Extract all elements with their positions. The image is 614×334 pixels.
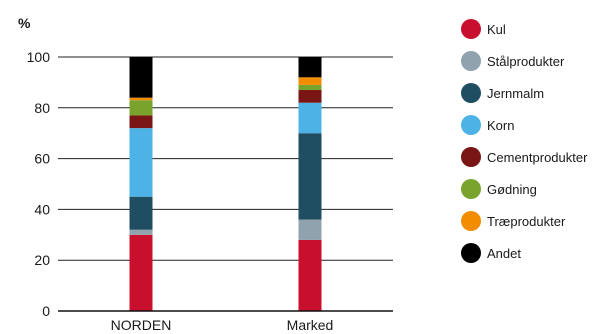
bar-segment xyxy=(129,234,153,311)
bars xyxy=(129,57,322,311)
legend-swatch xyxy=(461,51,481,71)
y-tick-labels: 0 20 40 60 80 100 xyxy=(27,49,51,319)
legend-label: Andet xyxy=(487,245,521,261)
legend-item: Stålprodukter xyxy=(461,45,587,77)
bar-segment xyxy=(298,57,322,78)
legend-label: Stålprodukter xyxy=(487,53,565,69)
bar-segment xyxy=(298,219,322,240)
legend-label: Cementprodukter xyxy=(487,149,588,165)
y-tick-label: 0 xyxy=(42,303,50,319)
stacked-bar-chart: % 0 20 40 60 80 100 NORDEN Marked xyxy=(18,15,393,333)
legend-item: Træprodukter xyxy=(461,205,587,237)
gridlines xyxy=(58,56,393,261)
legend-swatch xyxy=(461,115,481,135)
bar-segment xyxy=(129,196,153,230)
x-tick-label: NORDEN xyxy=(111,317,172,333)
x-tick-labels: NORDEN Marked xyxy=(111,317,334,333)
legend-swatch xyxy=(461,243,481,263)
bar-segment xyxy=(129,100,153,116)
bar-segment xyxy=(129,229,153,235)
legend-item: Kul xyxy=(461,13,587,45)
bar-segment xyxy=(298,77,322,85)
legend-item: Andet xyxy=(461,237,587,269)
y-tick-label: 80 xyxy=(34,100,50,116)
bar-segment xyxy=(129,97,153,101)
legend-label: Kul xyxy=(487,21,506,37)
bar-segment xyxy=(129,57,153,98)
legend-label: Gødning xyxy=(487,181,537,197)
y-tick-label: 20 xyxy=(34,252,50,268)
legend: Kul Stålprodukter Jernmalm Korn Cementproduk… xyxy=(461,13,587,269)
legend-item: Korn xyxy=(461,109,587,141)
bar-segment xyxy=(298,84,322,91)
y-tick-label: 100 xyxy=(27,49,51,65)
legend-swatch xyxy=(461,179,481,199)
legend-item: Jernmalm xyxy=(461,77,587,109)
y-tick-label: 60 xyxy=(34,151,50,167)
bar-segment xyxy=(298,90,322,103)
bar-segment xyxy=(298,133,322,220)
legend-label: Korn xyxy=(487,117,515,133)
legend-label: Jernmalm xyxy=(487,85,545,101)
bar-segment xyxy=(129,115,153,129)
x-tick-label: Marked xyxy=(287,317,334,333)
y-unit-label: % xyxy=(18,15,31,31)
legend-item: Cementprodukter xyxy=(461,141,587,173)
legend-swatch xyxy=(461,211,481,231)
bar-segment xyxy=(298,102,322,134)
legend-swatch xyxy=(461,83,481,103)
legend-item: Gødning xyxy=(461,173,587,205)
y-tick-label: 40 xyxy=(34,201,50,217)
legend-swatch xyxy=(461,147,481,167)
bar-segment xyxy=(298,239,322,311)
legend-swatch xyxy=(461,19,481,39)
bar-segment xyxy=(129,128,153,197)
legend-label: Træprodukter xyxy=(487,213,566,229)
